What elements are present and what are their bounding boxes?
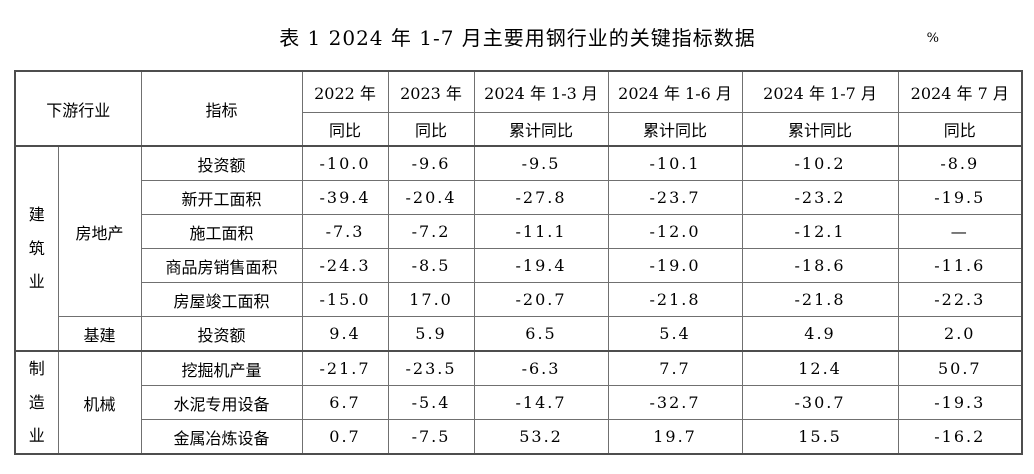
value-cell: -18.6 xyxy=(741,248,899,283)
value-cell: -19.3 xyxy=(897,385,1023,420)
header-measure-1: 同比 xyxy=(387,112,475,147)
table-row: 基建 投资额 9.4 5.9 6.5 5.4 4.9 2.0 xyxy=(15,316,1023,352)
value-cell: -8.9 xyxy=(897,145,1023,181)
subsector-infrastructure: 基建 xyxy=(57,316,142,352)
value-cell: 15.5 xyxy=(741,419,899,455)
value-cell: -27.8 xyxy=(473,180,609,215)
value-cell: -21.8 xyxy=(741,282,899,317)
value-cell: 2.0 xyxy=(897,316,1023,352)
indicator-cell: 商品房销售面积 xyxy=(140,248,303,283)
indicator-cell: 投资额 xyxy=(140,145,303,181)
value-cell: 19.7 xyxy=(607,419,743,455)
table-row: 制造业 机械 挖掘机产量 -21.7 -23.5 -6.3 7.7 12.4 5… xyxy=(14,350,1023,455)
value-cell: -6.3 xyxy=(473,350,609,386)
table-row: 金属冶炼设备 0.7 -7.5 53.2 19.7 15.5 -16.2 xyxy=(15,419,1023,455)
indicator-cell: 投资额 xyxy=(140,316,303,352)
value-cell: -7.2 xyxy=(387,214,475,249)
value-cell: — xyxy=(897,214,1023,249)
value-cell: 0.7 xyxy=(301,419,389,455)
value-cell: -11.1 xyxy=(473,214,609,249)
value-cell: 9.4 xyxy=(301,316,389,352)
header-period-2024-1-6: 2024 年 1-6 月 xyxy=(607,70,743,113)
header-period-2024-7: 2024 年 7 月 xyxy=(897,70,1023,113)
value-cell: -30.7 xyxy=(741,385,899,420)
key-indicators-table: 下游行业 指标 2022 年 2023 年 2024 年 1-3 月 2024 … xyxy=(14,70,1024,455)
header-measure-4: 累计同比 xyxy=(741,112,899,147)
indicator-cell: 施工面积 xyxy=(140,214,303,249)
value-cell: -7.3 xyxy=(301,214,389,249)
value-cell: -15.0 xyxy=(301,282,389,317)
value-cell: -23.2 xyxy=(741,180,899,215)
value-cell: -8.5 xyxy=(387,248,475,283)
table-row: 新开工面积 -39.4 -20.4 -27.8 -23.7 -23.2 -19.… xyxy=(15,180,1023,215)
unit-label: % xyxy=(926,31,939,46)
header-measure-0: 同比 xyxy=(301,112,389,147)
value-cell: -19.4 xyxy=(473,248,609,283)
table-row: 水泥专用设备 6.7 -5.4 -14.7 -32.7 -30.7 -19.3 xyxy=(15,385,1023,420)
value-cell: -19.5 xyxy=(897,180,1023,215)
value-cell: -21.7 xyxy=(301,350,389,386)
sector-construction: 建筑业 xyxy=(14,145,59,352)
value-cell: 12.4 xyxy=(741,350,899,386)
value-cell: -19.0 xyxy=(607,248,743,283)
table-row: 房屋竣工面积 -15.0 17.0 -20.7 -21.8 -21.8 -22.… xyxy=(15,282,1023,317)
value-cell: 6.5 xyxy=(473,316,609,352)
table-row: 施工面积 -7.3 -7.2 -11.1 -12.0 -12.1 — xyxy=(15,214,1023,249)
header-measure-2: 累计同比 xyxy=(473,112,609,147)
value-cell: -20.4 xyxy=(387,180,475,215)
value-cell: -12.0 xyxy=(607,214,743,249)
value-cell: 53.2 xyxy=(473,419,609,455)
indicator-cell: 金属冶炼设备 xyxy=(140,419,303,455)
table-title: 表 1 2024 年 1-7 月主要用钢行业的关键指标数据 xyxy=(279,26,756,50)
value-cell: -9.5 xyxy=(473,145,609,181)
table-row: 商品房销售面积 -24.3 -8.5 -19.4 -19.0 -18.6 -11… xyxy=(15,248,1023,283)
table-row: 建筑业 房地产 投资额 -10.0 -9.6 -9.5 -10.1 -10.2 … xyxy=(14,145,1023,352)
value-cell: 5.9 xyxy=(387,316,475,352)
header-period-2022: 2022 年 xyxy=(301,70,389,113)
value-cell: -32.7 xyxy=(607,385,743,420)
value-cell: -24.3 xyxy=(301,248,389,283)
value-cell: -12.1 xyxy=(741,214,899,249)
indicator-cell: 房屋竣工面积 xyxy=(140,282,303,317)
header-period-2023: 2023 年 xyxy=(387,70,475,113)
value-cell: -11.6 xyxy=(897,248,1023,283)
value-cell: -39.4 xyxy=(301,180,389,215)
subsector-real-estate: 房地产 xyxy=(57,145,142,317)
value-cell: 5.4 xyxy=(607,316,743,352)
value-cell: -22.3 xyxy=(897,282,1023,317)
header-measure-5: 同比 xyxy=(897,112,1023,147)
value-cell: -14.7 xyxy=(473,385,609,420)
value-cell: -5.4 xyxy=(387,385,475,420)
header-downstream-industry: 下游行业 xyxy=(14,70,142,147)
value-cell: -16.2 xyxy=(897,419,1023,455)
indicator-cell: 水泥专用设备 xyxy=(140,385,303,420)
value-cell: 4.9 xyxy=(741,316,899,352)
value-cell: -9.6 xyxy=(387,145,475,181)
value-cell: -10.2 xyxy=(741,145,899,181)
value-cell: 17.0 xyxy=(387,282,475,317)
value-cell: -23.7 xyxy=(607,180,743,215)
value-cell: -7.5 xyxy=(387,419,475,455)
value-cell: 6.7 xyxy=(301,385,389,420)
value-cell: 7.7 xyxy=(607,350,743,386)
header-measure-3: 累计同比 xyxy=(607,112,743,147)
header-row-periods: 下游行业 指标 2022 年 2023 年 2024 年 1-3 月 2024 … xyxy=(14,70,1023,147)
value-cell: -23.5 xyxy=(387,350,475,386)
value-cell: -21.8 xyxy=(607,282,743,317)
value-cell: -20.7 xyxy=(473,282,609,317)
sector-manufacturing: 制造业 xyxy=(14,350,59,455)
value-cell: 50.7 xyxy=(897,350,1023,386)
header-period-2024-1-3: 2024 年 1-3 月 xyxy=(473,70,609,113)
header-period-2024-1-7: 2024 年 1-7 月 xyxy=(741,70,899,113)
value-cell: -10.1 xyxy=(607,145,743,181)
header-indicator: 指标 xyxy=(140,70,303,147)
value-cell: -10.0 xyxy=(301,145,389,181)
indicator-cell: 新开工面积 xyxy=(140,180,303,215)
header-row-measures: 同比 同比 累计同比 累计同比 累计同比 同比 xyxy=(15,112,1023,147)
subsector-machinery: 机械 xyxy=(57,350,142,455)
indicator-cell: 挖掘机产量 xyxy=(140,350,303,386)
